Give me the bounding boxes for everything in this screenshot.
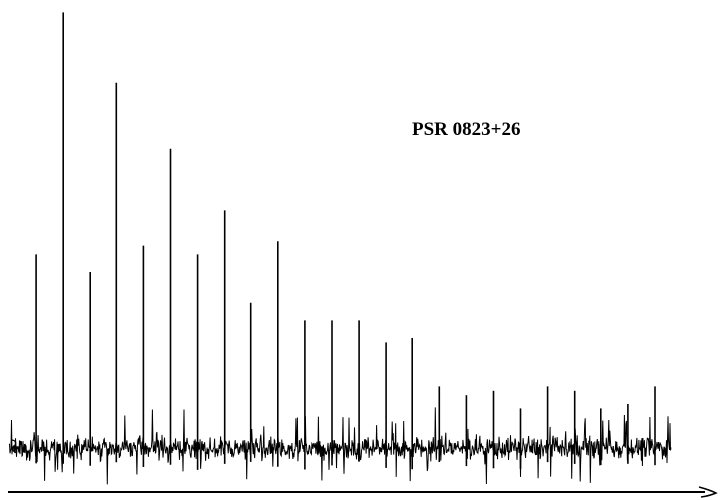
harmonic-peaks <box>35 12 656 470</box>
x-axis-arrow <box>698 486 718 498</box>
chart-title: PSR 0823+26 <box>412 119 520 140</box>
noise-trace <box>8 407 672 485</box>
